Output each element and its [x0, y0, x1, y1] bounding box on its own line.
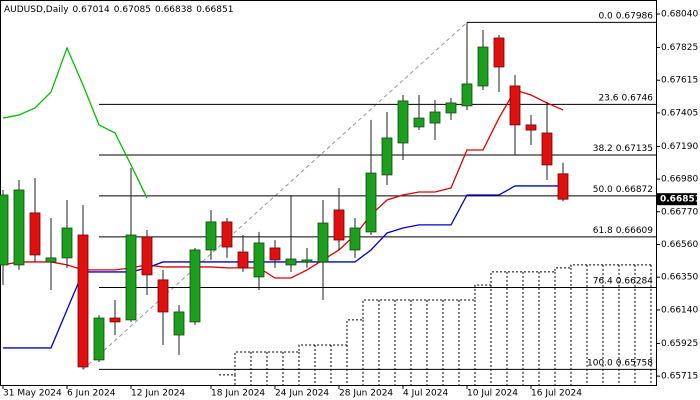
- candle-body: [429, 111, 441, 124]
- fib-value: 0.66872: [616, 184, 653, 194]
- fib-label: 61.8 0.66609: [593, 225, 654, 235]
- fib-value: 0.67986: [616, 11, 653, 21]
- price-tag-label: 0.66851: [660, 195, 700, 205]
- candle-body: [365, 172, 377, 233]
- fib-label: 76.4 0.66284: [593, 276, 654, 286]
- candle-body: [253, 242, 265, 278]
- candle-body: [29, 212, 41, 256]
- candle-body: [525, 124, 537, 131]
- y-tick-label: 0.67405: [661, 108, 698, 118]
- x-tick-label: 4 Jul 2024: [403, 389, 448, 399]
- candle-body: [317, 222, 329, 263]
- candle-body: [381, 137, 393, 176]
- y-tick-label: 0.67190: [661, 142, 698, 152]
- fib-level: 0.0: [598, 11, 613, 21]
- fib-label: 50.0 0.66872: [593, 184, 653, 194]
- fib-value: 0.66284: [616, 276, 653, 286]
- fib-level: 76.4: [593, 276, 613, 286]
- y-tick-label: 0.67615: [661, 76, 698, 86]
- x-tick-label: 31 May 2024: [3, 389, 62, 399]
- fib-level: 61.8: [593, 225, 613, 235]
- y-tick-label: 0.66980: [661, 175, 698, 185]
- candle-body: [189, 249, 201, 323]
- price-tag: [657, 193, 697, 206]
- candle-body: [285, 258, 297, 266]
- ohlc-low: 0.66838: [155, 5, 192, 15]
- y-tick-label: 0.66140: [661, 305, 698, 315]
- fib-value: 0.67135: [616, 143, 653, 153]
- candle-body: [557, 173, 569, 200]
- cloud-edge: [219, 264, 651, 376]
- fib-value: 0.6746: [622, 93, 654, 103]
- candle-body: [461, 83, 473, 107]
- candle-body: [493, 37, 505, 68]
- candle-body: [13, 189, 25, 266]
- candle-body: [509, 85, 521, 126]
- indicator-line: [3, 185, 563, 349]
- candle-body: [141, 236, 153, 276]
- candle-body: [157, 279, 169, 313]
- x-tick-label: 12 Jun 2024: [131, 389, 185, 399]
- fib-trend: [82, 22, 468, 370]
- fib-label: 38.2 0.67135: [593, 143, 653, 153]
- indicator-line: [2, 89, 564, 279]
- ohlc-close: 0.66851: [196, 5, 233, 15]
- y-tick-label: 0.65715: [661, 372, 698, 382]
- indicator-line: [2, 46, 148, 199]
- chart-title: AUDUSD,Daily 0.67014 0.67085 0.66838 0.66851: [4, 5, 233, 15]
- x-tick-label: 24 Jun 2024: [275, 389, 329, 399]
- candle-body: [269, 247, 281, 261]
- candle-body: [221, 221, 233, 248]
- fib-level: 50.0: [593, 184, 613, 194]
- x-tick-label: 16 Jul 2024: [531, 389, 582, 399]
- candle-body: [93, 317, 105, 361]
- x-tick-label: 6 Jun 2024: [67, 389, 116, 399]
- y-tick-label: 0.68040: [661, 10, 698, 20]
- candle-body: [445, 102, 457, 114]
- candle-body: [205, 221, 217, 251]
- fib-label: 23.6 0.6746: [598, 93, 653, 103]
- candle-body: [125, 234, 137, 321]
- candle-body: [349, 227, 361, 251]
- candle-body: [109, 317, 121, 323]
- fib-value: 0.66609: [616, 225, 653, 235]
- candle-body: [541, 132, 553, 166]
- x-tick-label: 18 Jun 2024: [211, 389, 265, 399]
- candle-body: [477, 46, 489, 87]
- symbol: AUDUSD,Daily: [4, 5, 69, 15]
- y-tick-label: 0.67825: [661, 43, 698, 53]
- y-tick-label: 0.66350: [661, 273, 698, 283]
- fib-value: 0.65758: [616, 358, 653, 368]
- candle-body: [397, 100, 409, 144]
- candle-body: [45, 257, 57, 263]
- fib-level: 100.0: [587, 358, 613, 368]
- y-tick-label: 0.65925: [661, 339, 698, 349]
- y-tick-label: 0.66560: [661, 240, 698, 250]
- candle-body: [0, 194, 9, 266]
- x-tick-label: 28 Jun 2024: [339, 389, 393, 399]
- fib-label: 100.0 0.65758: [587, 358, 653, 368]
- ohlc-high: 0.67085: [114, 5, 151, 15]
- candle-body: [237, 251, 249, 269]
- y-tick-label: 0.66770: [661, 207, 698, 217]
- candle-body: [333, 209, 345, 241]
- fib-label: 0.0 0.67986: [598, 11, 653, 21]
- x-tick-label: 10 Jul 2024: [467, 389, 518, 399]
- candle-body: [413, 117, 425, 128]
- candle-body: [77, 234, 89, 368]
- fib-level: 23.6: [598, 93, 618, 103]
- ohlc-open: 0.67014: [73, 5, 110, 15]
- candle-body: [61, 227, 73, 259]
- candle-body: [301, 259, 313, 263]
- candle-body: [173, 311, 185, 336]
- fib-level: 38.2: [593, 143, 613, 153]
